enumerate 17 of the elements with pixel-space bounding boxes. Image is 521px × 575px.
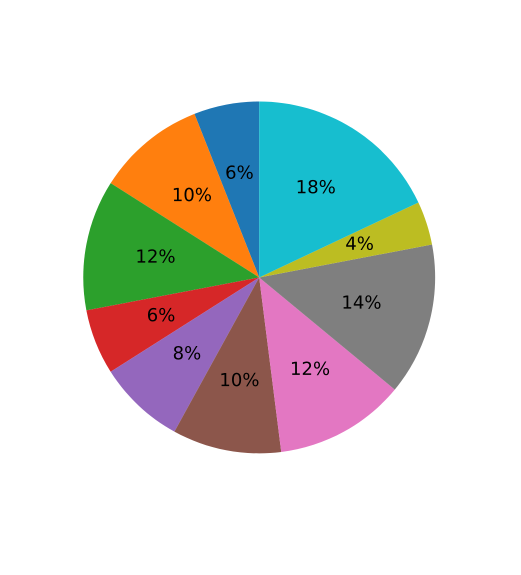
pie-slice bbox=[259, 101, 418, 278]
data-label: 10% bbox=[174, 188, 211, 202]
pie-slice bbox=[259, 202, 432, 278]
data-label: 14% bbox=[343, 295, 381, 309]
pie-slice bbox=[110, 277, 260, 432]
pie-slice bbox=[174, 277, 282, 454]
pie-slice bbox=[86, 277, 260, 372]
data-label: 18% bbox=[298, 180, 335, 194]
data-label: 10% bbox=[221, 372, 258, 386]
data-label: 12% bbox=[292, 362, 330, 376]
data-label: 6% bbox=[148, 308, 174, 322]
pie-slice bbox=[110, 114, 260, 278]
pie-slice bbox=[259, 277, 395, 452]
data-label: 4% bbox=[346, 236, 373, 250]
data-label: 8% bbox=[174, 346, 200, 360]
data-label: 12% bbox=[137, 249, 175, 263]
data-label: 6% bbox=[226, 165, 253, 179]
